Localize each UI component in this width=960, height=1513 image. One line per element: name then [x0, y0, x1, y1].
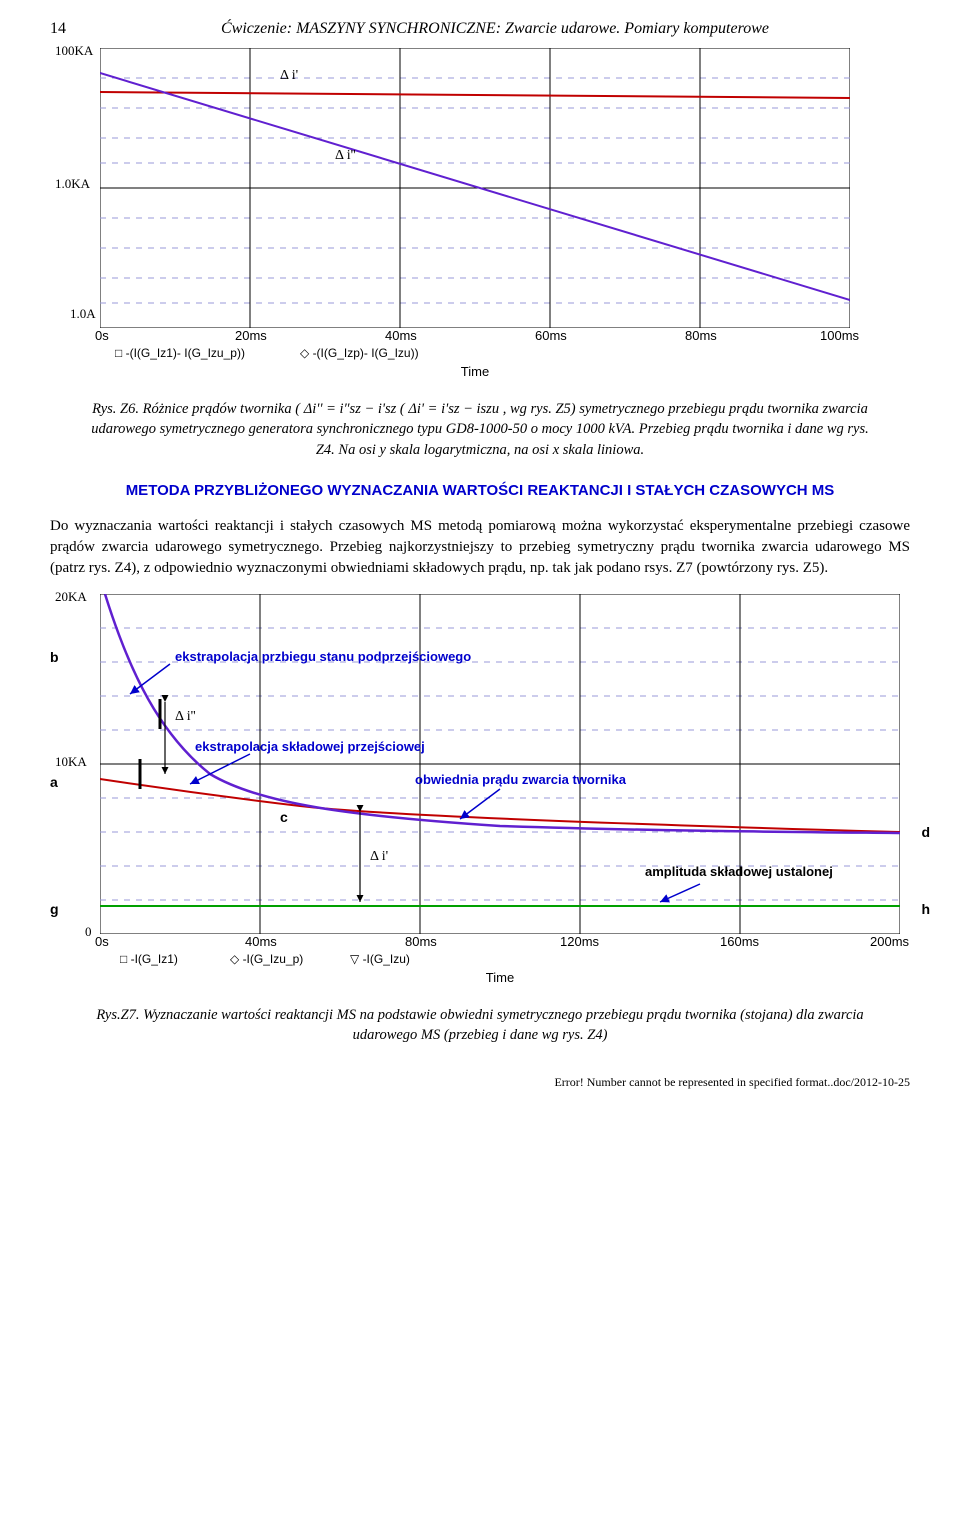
chart1-xlabel-2: 40ms [385, 328, 417, 343]
page-number: 14 [50, 20, 80, 38]
chart2-legend-2: ▽ -I(G_Izu) [350, 952, 410, 966]
chart1-delta-i-dprime: Δ i'' [335, 148, 356, 164]
chart2-xlabel-1: 40ms [245, 934, 277, 949]
chart2-ann-ampl: amplituda składowej ustalonej [645, 864, 833, 879]
chart2-xlabel-0: 0s [95, 934, 109, 949]
chart-z7-container: 20KA 10KA 0 b a g d h [100, 594, 910, 985]
chart1-xlabel-5: 100ms [820, 328, 859, 343]
chart2-letter-b: b [50, 649, 59, 665]
chart2-ylabel-2: 0 [85, 924, 92, 940]
chart2-ann-podprz: ekstrapolacja przbiegu stanu podprzejści… [175, 649, 471, 664]
chart1-legend-1: ◇ -(I(G_Izp)- I(G_Izu)) [300, 346, 419, 360]
chart2-letter-g: g [50, 901, 59, 917]
chart2-letter-c: c [280, 809, 288, 825]
chart2-letter-a: a [50, 774, 58, 790]
chart2-x-title: Time [100, 970, 900, 985]
chart2-svg [100, 594, 900, 934]
chart1-legend-0: □ -(I(G_Iz1)- I(G_Izu_p)) [115, 346, 245, 360]
chart2-letter-h: h [921, 901, 930, 917]
chart1-ylabel-1: 1.0KA [55, 176, 90, 192]
chart-z6: Δ i' Δ i'' [100, 48, 850, 328]
chart2-ann-przejsc: ekstrapolacja składowej przejściowej [195, 739, 425, 754]
caption-z6: Rys. Z6. Różnice prądów twornika ( Δi'' … [90, 399, 870, 460]
chart2-xlabel-2: 80ms [405, 934, 437, 949]
chart1-delta-i-prime: Δ i' [280, 68, 298, 84]
chart2-xlabel-3: 120ms [560, 934, 599, 949]
chart-z7: ekstrapolacja przbiegu stanu podprzejści… [100, 594, 900, 934]
chart-z6-container: 100KA 1.0KA 1.0A Δ i' [100, 48, 910, 379]
caption-z7: Rys.Z7. Wyznaczanie wartości reaktancji … [90, 1005, 870, 1046]
chart2-legend-1: ◇ -I(G_Izu_p) [230, 952, 303, 966]
chart2-delta-i-dprime: Δ i'' [175, 709, 196, 725]
chart2-ylabel-1: 10KA [55, 754, 87, 770]
chart1-xlabel-4: 80ms [685, 328, 717, 343]
section-title: METODA PRZYBLIŻONEGO WYZNACZANIA WARTOŚC… [50, 480, 910, 501]
chart1-xlabel-1: 20ms [235, 328, 267, 343]
chart2-xlabel-4: 160ms [720, 934, 759, 949]
chart2-ann-obw: obwiednia prądu zwarcia twornika [415, 772, 626, 787]
chart2-ylabel-0: 20KA [55, 589, 87, 605]
page-header: 14 Ćwiczenie: MASZYNY SYNCHRONICZNE: Zwa… [50, 20, 910, 38]
header-title: Ćwiczenie: MASZYNY SYNCHRONICZNE: Zwarci… [80, 20, 910, 38]
chart2-legend-0: □ -I(G_Iz1) [120, 952, 178, 966]
chart1-x-title: Time [100, 364, 850, 379]
chart1-xlabel-0: 0s [95, 328, 109, 343]
chart1-svg [100, 48, 850, 328]
chart1-ylabel-2: 1.0A [70, 306, 96, 322]
page-footer: Error! Number cannot be represented in s… [50, 1075, 910, 1090]
chart2-xlabel-5: 200ms [870, 934, 909, 949]
chart2-delta-i-prime: Δ i' [370, 849, 388, 865]
chart1-ylabel-0: 100KA [55, 43, 93, 59]
chart1-xlabel-3: 60ms [535, 328, 567, 343]
body-paragraph: Do wyznaczania wartości reaktancji i sta… [50, 516, 910, 579]
chart2-letter-d: d [921, 824, 930, 840]
